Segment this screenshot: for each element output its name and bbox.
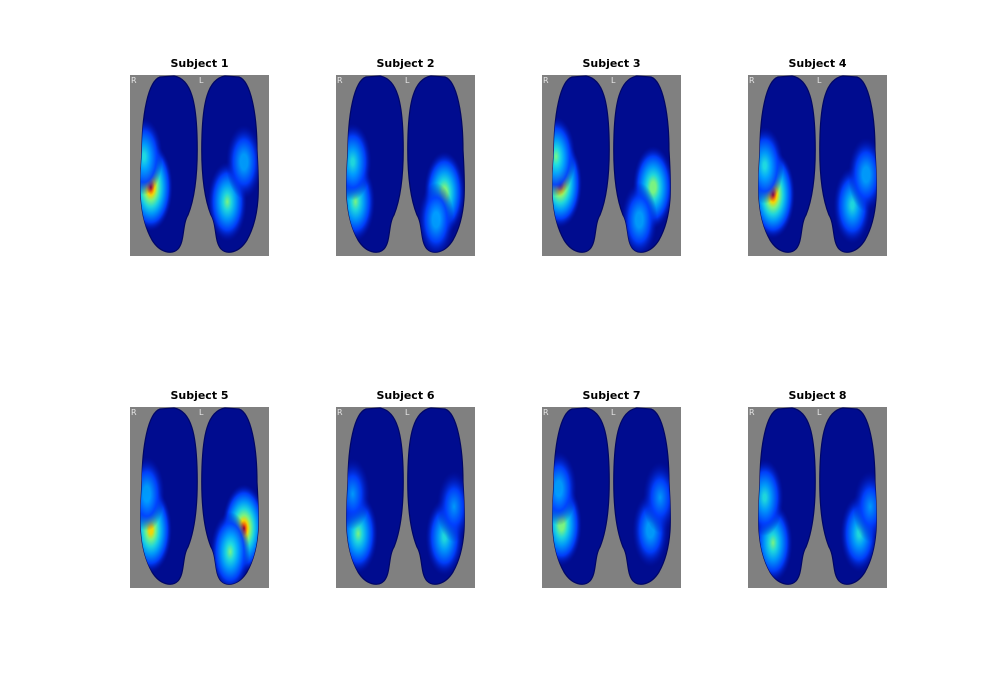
hemisphere-label-right: R: [337, 76, 343, 85]
activation-blob: [621, 182, 658, 253]
activation-blob: [436, 471, 465, 543]
brain-image: [748, 75, 887, 256]
hemisphere-label-left: L: [611, 76, 616, 85]
hemisphere-label-right: R: [543, 76, 549, 85]
panel-title: Subject 8: [788, 389, 847, 402]
activation-blob: [853, 471, 877, 543]
panel-title: Subject 1: [170, 57, 229, 70]
hemisphere-label-left: L: [611, 408, 616, 417]
activation-blob: [758, 459, 784, 536]
activation-blob: [642, 461, 671, 534]
hemisphere-label-left: L: [405, 408, 410, 417]
activation-blob: [346, 458, 370, 530]
hemisphere-label-right: R: [543, 408, 549, 417]
hemisphere-label-right: R: [337, 408, 343, 417]
hemisphere-label-left: L: [405, 76, 410, 85]
hemisphere-label-right: R: [749, 76, 755, 85]
activation-blob: [226, 124, 259, 199]
panel-title: Subject 2: [376, 57, 435, 70]
activation-blob: [346, 123, 372, 201]
hemisphere-label-left: L: [817, 408, 822, 417]
panel-title: Subject 5: [170, 389, 229, 402]
activation-blob: [848, 137, 877, 212]
hemisphere-label-right: R: [749, 408, 755, 417]
activation-blob: [758, 127, 784, 204]
brain-image: [130, 75, 269, 256]
activation-blob: [552, 116, 576, 197]
brain-image: [748, 407, 887, 588]
hemisphere-label-right: R: [131, 408, 137, 417]
activation-blob: [552, 451, 577, 526]
brain-image: [336, 407, 475, 588]
panel-title: Subject 6: [376, 389, 435, 402]
panel-title: Subject 4: [788, 57, 847, 70]
hemisphere-label-left: L: [199, 76, 204, 85]
activation-blob: [140, 456, 165, 531]
activation-blob: [140, 118, 163, 195]
brain-image: [542, 407, 681, 588]
brain-image: [336, 75, 475, 256]
activation-blob: [210, 512, 250, 585]
panel-title: Subject 7: [582, 389, 641, 402]
hemisphere-label-left: L: [199, 408, 204, 417]
panel-title: Subject 3: [582, 57, 641, 70]
hemisphere-label-right: R: [131, 76, 137, 85]
activation-blob: [418, 182, 455, 253]
brain-image: [130, 407, 269, 588]
hemisphere-label-left: L: [817, 76, 822, 85]
brain-image: [542, 75, 681, 256]
